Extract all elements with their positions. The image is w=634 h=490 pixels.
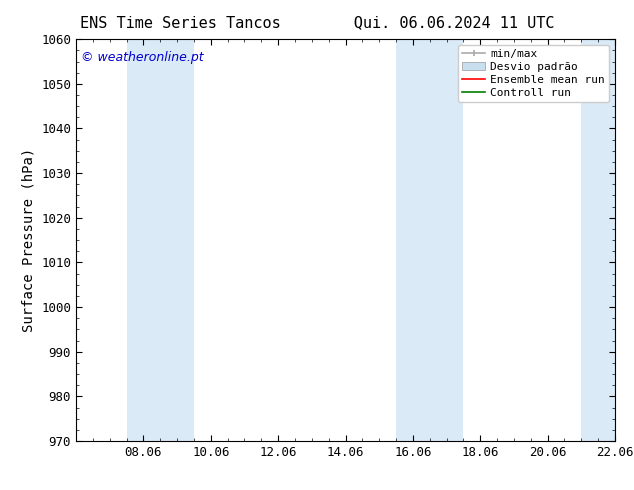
Y-axis label: Surface Pressure (hPa): Surface Pressure (hPa) bbox=[22, 148, 36, 332]
Bar bbox=[581, 39, 632, 441]
Bar bbox=[127, 39, 194, 441]
Bar bbox=[396, 39, 463, 441]
Text: ENS Time Series Tancos        Qui. 06.06.2024 11 UTC: ENS Time Series Tancos Qui. 06.06.2024 1… bbox=[80, 15, 554, 30]
Text: © weatheronline.pt: © weatheronline.pt bbox=[81, 51, 204, 64]
Legend: min/max, Desvio padrão, Ensemble mean run, Controll run: min/max, Desvio padrão, Ensemble mean ru… bbox=[458, 45, 609, 102]
